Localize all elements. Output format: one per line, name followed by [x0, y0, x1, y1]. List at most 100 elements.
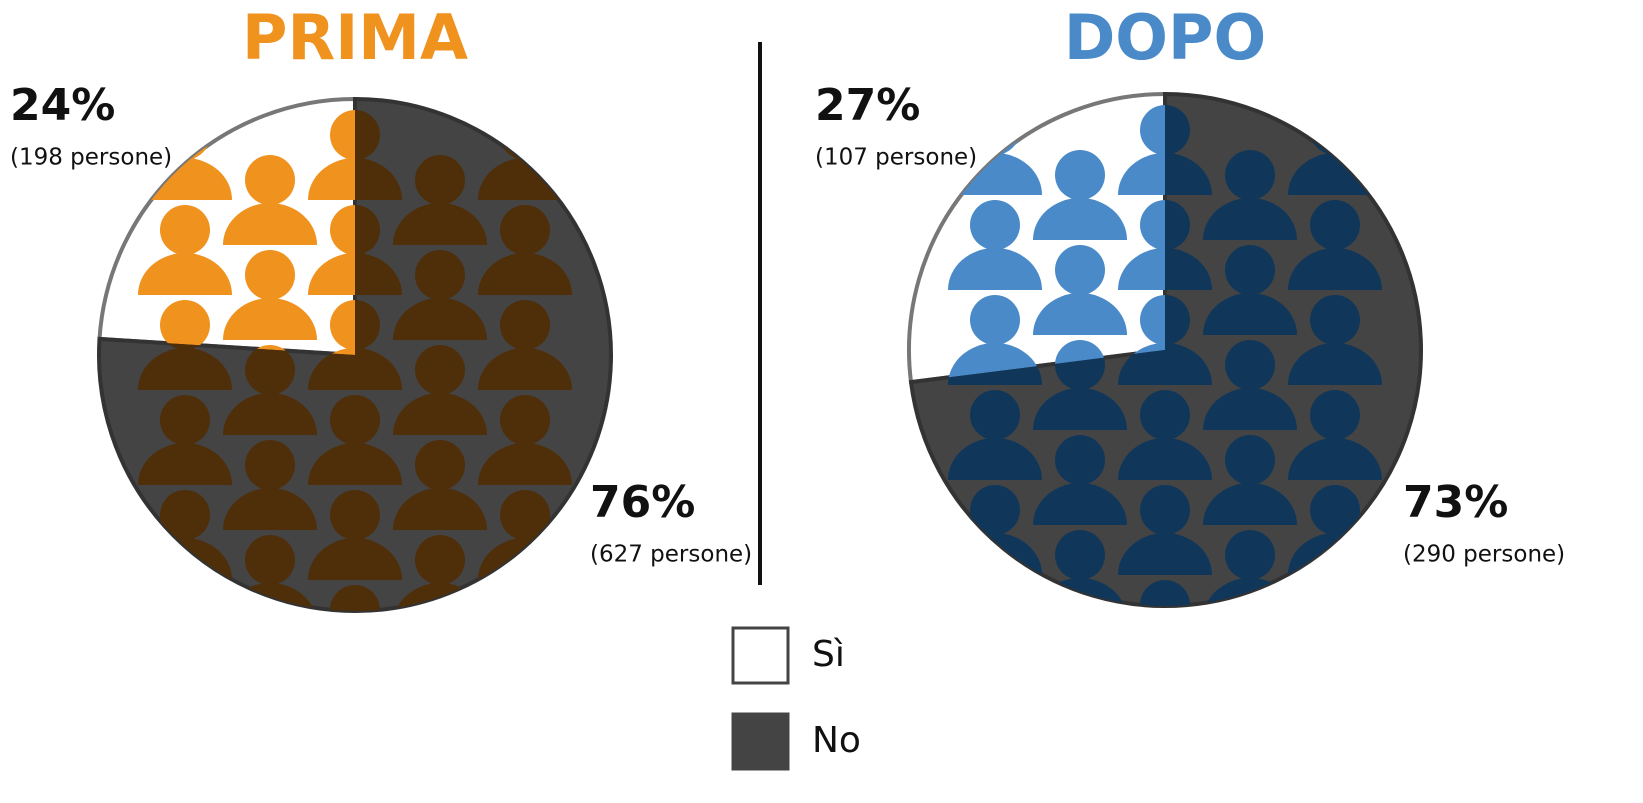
person-body — [1203, 198, 1297, 240]
person-head — [160, 300, 210, 350]
person-head — [1225, 625, 1275, 675]
person-head — [415, 630, 465, 680]
person-head — [1140, 390, 1190, 440]
person-body — [1203, 483, 1297, 525]
person-head — [500, 585, 550, 611]
legend-label: No — [812, 720, 861, 761]
person-body — [1118, 343, 1212, 385]
person-head — [1140, 295, 1165, 345]
person-body — [308, 633, 402, 675]
person-head — [970, 200, 1020, 250]
person-body — [138, 443, 232, 485]
person-body — [1118, 628, 1212, 670]
person-body — [1033, 198, 1127, 240]
person-head — [1310, 200, 1360, 250]
person-head — [1055, 245, 1105, 295]
person-head — [330, 300, 355, 350]
person-body — [393, 298, 487, 340]
person-body — [223, 298, 317, 340]
person-head — [160, 395, 210, 445]
person-head — [160, 490, 210, 540]
person-head — [1225, 340, 1275, 390]
person-head — [330, 110, 355, 160]
person-body — [138, 253, 232, 295]
count-label: (627 persone) — [590, 542, 752, 568]
person-body — [308, 253, 355, 295]
person-body — [138, 633, 232, 675]
person-body — [1203, 388, 1297, 430]
person-body — [393, 488, 487, 530]
person-body — [138, 348, 232, 390]
person-body — [1288, 248, 1382, 290]
legend-swatch — [731, 712, 790, 771]
person-head — [415, 535, 465, 585]
value-label: 27% — [815, 80, 920, 131]
person-body — [1288, 628, 1382, 670]
person-head — [1225, 625, 1275, 675]
person-head — [970, 485, 1020, 535]
person-body — [223, 393, 317, 435]
person-head — [415, 250, 465, 300]
person-body — [1203, 293, 1297, 335]
person-body — [1118, 438, 1212, 480]
person-body — [1288, 343, 1382, 385]
person-head — [245, 440, 295, 490]
person-head — [1310, 295, 1360, 345]
legend-swatch — [731, 626, 790, 685]
person-body — [1033, 673, 1127, 715]
person-head — [1310, 580, 1360, 630]
person-head — [245, 155, 295, 205]
person-body — [393, 393, 487, 435]
person-head — [1055, 625, 1105, 675]
person-head — [1225, 435, 1275, 485]
legend-label: Sì — [812, 634, 845, 675]
person-head — [245, 630, 295, 680]
person-body — [223, 678, 317, 720]
person-head — [245, 345, 295, 395]
person-head — [1310, 485, 1360, 535]
person-head — [970, 580, 1020, 606]
person-body — [138, 633, 232, 675]
person-head — [1225, 245, 1275, 295]
person-head — [1310, 580, 1360, 606]
person-body — [1033, 293, 1127, 335]
person-body — [1203, 673, 1297, 715]
person-head — [1140, 580, 1190, 606]
pie-slice — [97, 96, 357, 358]
person-head — [1310, 105, 1360, 155]
person-head — [330, 585, 380, 611]
person-body — [308, 538, 402, 580]
person-body — [393, 678, 487, 720]
person-head — [1225, 530, 1275, 580]
count-label: (198 persone) — [10, 145, 172, 171]
person-body — [1033, 483, 1127, 525]
person-head — [415, 155, 465, 205]
person-body — [393, 203, 487, 245]
person-body — [223, 488, 317, 530]
person-head — [500, 110, 550, 160]
person-head — [245, 535, 295, 585]
count-label: (107 persone) — [815, 145, 977, 171]
person-body — [948, 438, 1042, 480]
person-head — [1055, 435, 1105, 485]
person-head — [1055, 530, 1105, 580]
value-label: 24% — [10, 80, 115, 131]
person-head — [1140, 200, 1165, 250]
person-head — [1055, 625, 1105, 675]
person-body — [478, 443, 572, 485]
person-body — [1118, 533, 1212, 575]
person-head — [970, 295, 1020, 345]
person-head — [500, 300, 550, 350]
person-body — [1118, 153, 1165, 195]
person-body — [1288, 628, 1382, 670]
person-head — [330, 205, 355, 255]
person-head — [245, 250, 295, 300]
value-label: 76% — [590, 477, 695, 528]
person-body — [1118, 248, 1165, 290]
person-body — [478, 633, 572, 675]
person-head — [245, 630, 295, 680]
person-head — [1140, 485, 1190, 535]
person-body — [948, 628, 1042, 670]
person-body — [478, 253, 572, 295]
